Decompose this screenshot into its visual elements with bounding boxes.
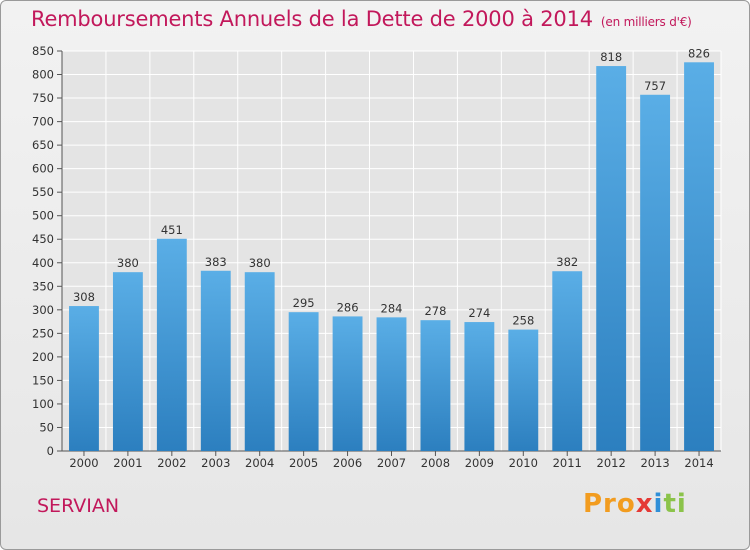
data-label: 278 <box>424 304 446 318</box>
bar <box>69 306 99 451</box>
x-tick-label: 2002 <box>157 456 186 470</box>
x-tick-label: 2006 <box>333 456 362 470</box>
x-tick-label: 2009 <box>465 456 494 470</box>
y-tick-label: 850 <box>32 44 54 58</box>
bar <box>332 316 363 451</box>
data-label: 274 <box>468 306 490 320</box>
x-tick-label: 2007 <box>377 456 406 470</box>
data-label: 295 <box>293 296 315 310</box>
x-tick-label: 2012 <box>597 456 626 470</box>
x-tick-label: 2000 <box>69 456 98 470</box>
y-tick-label: 400 <box>32 256 54 270</box>
y-tick-label: 650 <box>32 138 54 152</box>
y-tick-label: 350 <box>32 279 54 293</box>
data-label: 383 <box>205 255 227 269</box>
logo-part: ti <box>663 489 687 519</box>
data-label: 308 <box>73 290 95 304</box>
y-tick-label: 800 <box>32 68 54 82</box>
chart-title: Remboursements Annuels de la Dette de 20… <box>31 7 692 31</box>
bar <box>640 94 671 451</box>
x-tick-label: 2005 <box>289 456 318 470</box>
data-label: 818 <box>600 50 622 64</box>
data-label: 380 <box>117 256 139 270</box>
bar <box>420 320 451 451</box>
y-tick-label: 500 <box>32 209 54 223</box>
bar <box>596 66 627 451</box>
x-tick-label: 2001 <box>113 456 142 470</box>
y-tick-label: 600 <box>32 162 54 176</box>
y-tick-label: 750 <box>32 91 54 105</box>
x-tick-label: 2011 <box>553 456 582 470</box>
data-label: 382 <box>556 255 578 269</box>
logo-part: Pro <box>583 489 636 519</box>
bar <box>508 329 539 451</box>
y-tick-label: 50 <box>39 420 54 434</box>
bar <box>684 62 714 451</box>
bar <box>288 312 319 451</box>
y-tick-label: 550 <box>32 185 54 199</box>
x-tick-label: 2014 <box>684 456 713 470</box>
data-label: 380 <box>249 256 271 270</box>
data-label: 258 <box>512 314 534 328</box>
bar <box>376 317 407 451</box>
logo-part: x <box>635 489 654 519</box>
data-label: 286 <box>337 300 359 314</box>
y-tick-label: 300 <box>32 303 54 317</box>
x-tick-label: 2013 <box>640 456 669 470</box>
x-tick-label: 2003 <box>201 456 230 470</box>
bar <box>200 270 231 451</box>
bar <box>112 272 143 451</box>
data-label: 451 <box>161 223 183 237</box>
bar <box>464 322 495 451</box>
x-tick-label: 2008 <box>421 456 450 470</box>
data-labels: 308 380 451 383 380 295 286 284 278 274 258 382 818 7… <box>73 46 710 327</box>
x-tick-label: 2004 <box>245 456 274 470</box>
proxiti-logo: Proxiti <box>583 489 687 519</box>
bar <box>244 272 275 451</box>
bar <box>552 271 583 451</box>
data-label: 284 <box>381 301 403 315</box>
y-tick-label: 450 <box>32 232 54 246</box>
data-label: 757 <box>644 79 666 93</box>
chart-title-text: Remboursements Annuels de la Dette de 20… <box>31 7 593 31</box>
x-tick-label: 2010 <box>509 456 538 470</box>
chart-unit: (en milliers d'€) <box>600 15 692 29</box>
axes: 0 50 100 150 200 250 300 350 400 450 500 550 600 650 7… <box>32 44 721 470</box>
data-label: 826 <box>688 46 710 60</box>
y-tick-label: 250 <box>32 326 54 340</box>
y-tick-label: 150 <box>32 373 54 387</box>
y-tick-label: 700 <box>32 115 54 129</box>
bars <box>69 62 714 451</box>
logo-part: i <box>653 489 664 519</box>
bar <box>156 238 187 451</box>
y-tick-label: 0 <box>47 444 54 458</box>
y-tick-label: 100 <box>32 397 54 411</box>
y-tick-label: 200 <box>32 350 54 364</box>
commune-name: SERVIAN <box>37 495 120 517</box>
